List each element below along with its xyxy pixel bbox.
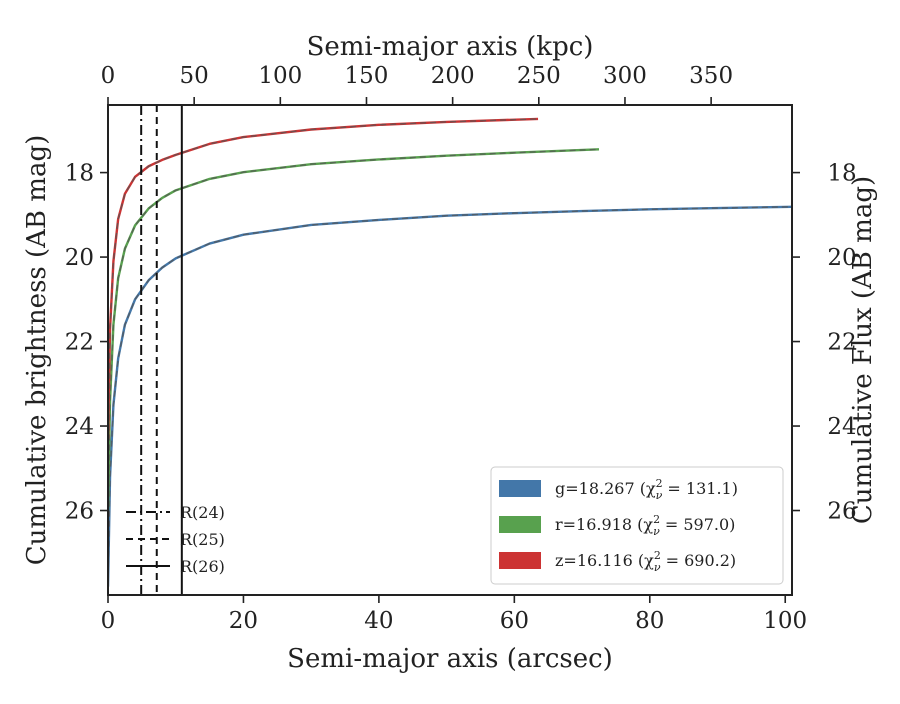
tick-layer: 0 20 40 60 80 100 18 18 20 20 22 22 24 24 26 26 0 50 100 15…	[65, 63, 857, 634]
y-tick-label: 18	[65, 161, 94, 187]
y-tick-label: 26	[65, 499, 94, 525]
x-tick-label: 20	[229, 608, 258, 634]
top-x-tick-label: 300	[603, 63, 647, 89]
legend-swatch-z	[499, 552, 541, 569]
legend-label-r: r=16.918 (χ2 ν = 597.0)	[555, 513, 735, 538]
x-tick-label: 80	[635, 608, 664, 634]
top-x-tick-label: 150	[345, 63, 389, 89]
ref-legend-label: R(24)	[180, 503, 225, 522]
top-x-tick-label: 100	[258, 63, 302, 89]
top-x-axis-title: Semi-major axis (kpc)	[307, 32, 594, 62]
top-x-tick-label: 350	[689, 63, 733, 89]
legend-box	[490, 466, 784, 585]
right-y-tick-label: 20	[827, 245, 856, 271]
ref-legend-label: R(25)	[180, 530, 225, 549]
legend-label-g: g=18.267 (χ2 ν = 131.1)	[555, 477, 738, 502]
series-model-line-r	[108, 148, 600, 511]
right-y-tick-label: 24	[827, 414, 856, 440]
plot-frame	[107, 104, 793, 596]
top-x-tick-label: 200	[431, 63, 475, 89]
x-tick-label: 0	[101, 608, 116, 634]
right-y-axis-title: Cumulative Flux (AB mag)	[848, 176, 878, 524]
legend-swatch-r	[499, 516, 541, 533]
reference-lines-layer	[140, 105, 183, 595]
y-tick-label: 24	[65, 414, 94, 440]
right-y-tick-label: 26	[827, 499, 856, 525]
top-x-tick-label: 0	[101, 63, 116, 89]
y-tick-label: 20	[65, 245, 94, 271]
series-model-line-z	[108, 118, 539, 439]
series-legend: g=18.267 (χ2 ν = 131.1) r=16.918 (χ2 ν = 59…	[490, 466, 784, 585]
x-tick-label: 60	[500, 608, 529, 634]
series-model-line-g	[108, 206, 792, 587]
top-x-tick-label: 250	[517, 63, 561, 89]
legend-swatch-g	[499, 480, 541, 497]
right-y-tick-label: 18	[827, 161, 856, 187]
y-tick-label: 22	[65, 330, 94, 356]
series-layer	[108, 117, 792, 587]
series-line-z	[108, 117, 539, 439]
x-axis-title: Semi-major axis (arcsec)	[287, 644, 613, 674]
top-x-tick-label: 50	[180, 63, 209, 89]
legend-label-z: z=16.116 (χ2 ν = 690.2)	[555, 549, 736, 574]
y-axis-title: Cumulative brightness (AB mag)	[22, 135, 52, 566]
ref-legend-label: R(26)	[180, 557, 225, 576]
x-tick-label: 40	[364, 608, 393, 634]
x-tick-label: 100	[763, 608, 807, 634]
right-y-tick-label: 22	[827, 330, 856, 356]
reference-line-legend: R(24) R(25) R(26)	[126, 503, 225, 576]
